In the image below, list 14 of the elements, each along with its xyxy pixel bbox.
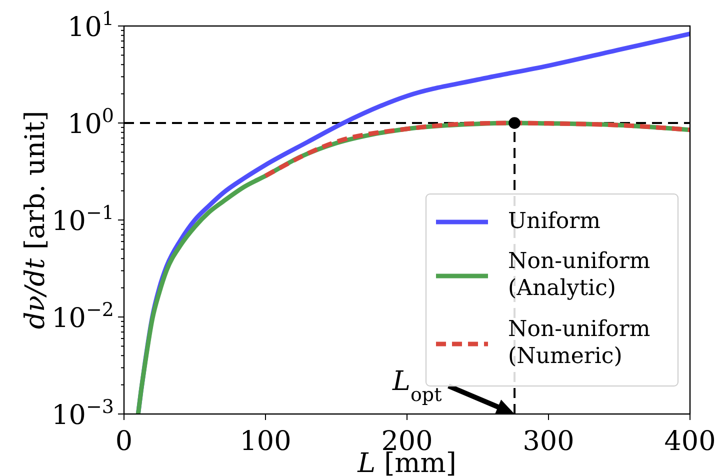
x-tick-label: 100 bbox=[240, 426, 292, 457]
y-axis-title: dν/dt [arb. unit] bbox=[20, 110, 51, 330]
annotation: L$_{opt}$ bbox=[392, 366, 442, 406]
x-tick-label: 0 bbox=[115, 426, 133, 457]
x-tick-label: 300 bbox=[522, 426, 574, 457]
y-tick-label: 10$^{−3}$ bbox=[52, 396, 114, 431]
legend-label: Non-uniform (Analytic) bbox=[508, 249, 650, 301]
legend-label: Uniform bbox=[508, 209, 601, 234]
y-tick-label: 10$^{1}$ bbox=[68, 8, 114, 43]
y-tick-label: 10$^{0}$ bbox=[68, 105, 114, 140]
legend-label: Non-uniform (Numeric) bbox=[508, 317, 650, 369]
y-tick-label: 10$^{−2}$ bbox=[52, 299, 114, 334]
x-tick-label: 400 bbox=[664, 426, 716, 457]
y-tick-label: 10$^{−1}$ bbox=[52, 202, 114, 237]
